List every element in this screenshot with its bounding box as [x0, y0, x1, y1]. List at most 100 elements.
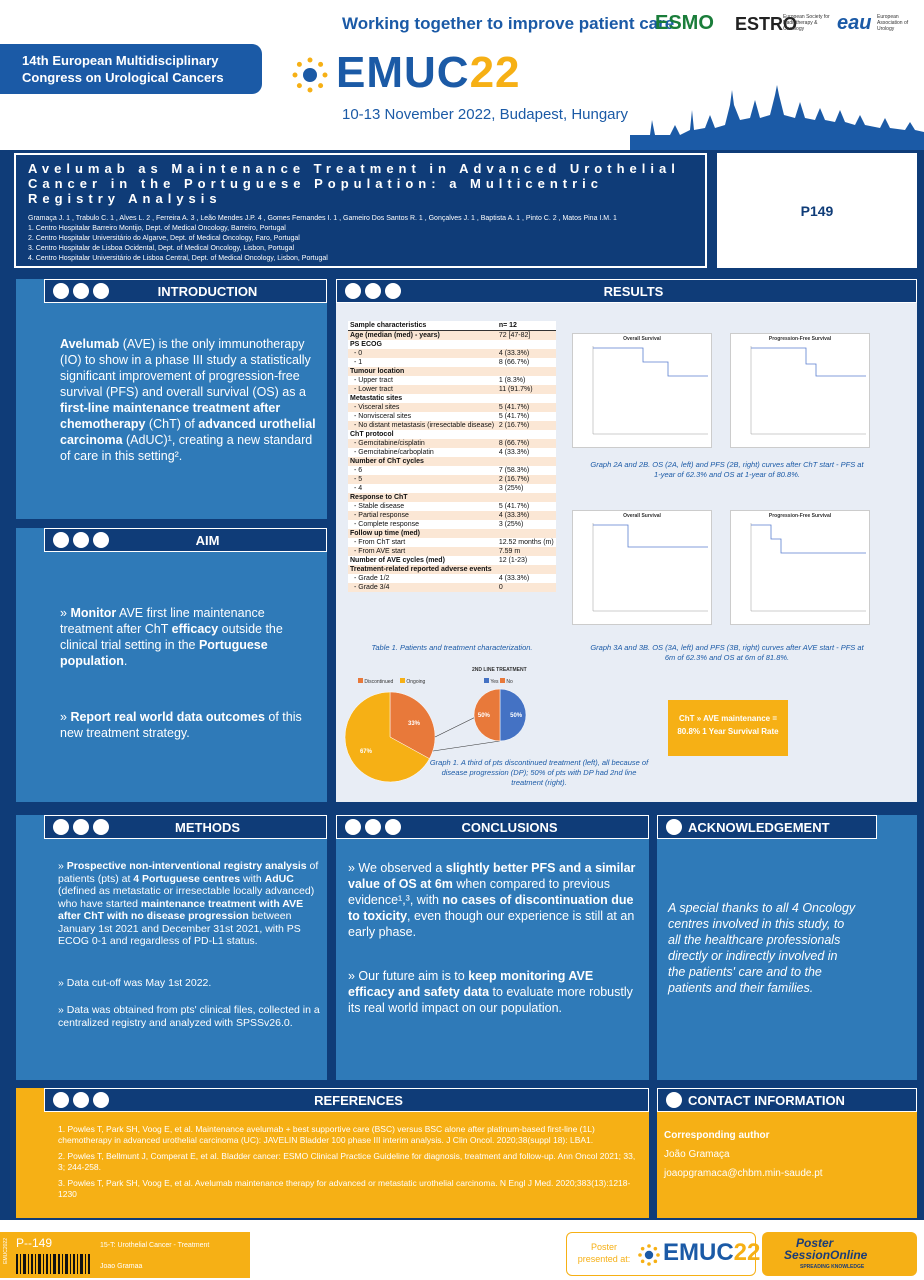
legend-discontinued: Discontinued [358, 678, 393, 685]
table-row: - 6 7 (58.3%) [348, 466, 556, 475]
table-row: - 1 8 (66.7%) [348, 358, 556, 367]
table-row: PS ECOG [348, 340, 556, 349]
aim-point-2: » Report real world data outcomes of thi… [60, 710, 302, 740]
dots-decoration [53, 1092, 109, 1108]
table-cell-label: - Complete response [354, 521, 419, 528]
table-row: - No distant metastasis (irresectable di… [348, 421, 556, 430]
table-cell-value: 4 (33.3%) [498, 575, 530, 582]
table-cell-label: PS ECOG [350, 341, 382, 348]
footer-emuc-logo: EMUC22 [663, 1239, 761, 1266]
section-title: CONTACT INFORMATION [688, 1092, 845, 1108]
secondline-pie-label-0: 50% [510, 713, 523, 719]
table-row: - From AVE start 7.59 m [348, 547, 556, 556]
author-block: Gramaça J. 1 , Trabulo C. 1 , Alves L. 2… [28, 214, 693, 264]
table-row: - From ChT start 12.52 months (m) [348, 538, 556, 547]
table-cell-label: - Partial response [348, 511, 497, 520]
affiliation-4: 4. Centro Hospitalar Universitário de Li… [28, 255, 328, 262]
table-cell-label: - Grade 1/2 [354, 575, 390, 582]
aim-point-1: » Monitor AVE first line maintenance tre… [60, 606, 283, 668]
section-title: AIM [195, 532, 220, 548]
table-row: - Visceral sites 5 (41.7%) [348, 403, 556, 412]
table-cell-label: - From AVE start [348, 547, 497, 556]
legend-no: No [500, 678, 513, 685]
status-pie-slice-0 [389, 691, 436, 760]
estro-subtitle: European Society for Radiotherapy & Onco… [783, 14, 830, 32]
table-cell-value [496, 493, 556, 502]
table-caption: Table 1. Patients and treatment characte… [371, 643, 533, 652]
secondline-pie-slice-0 [499, 688, 527, 742]
pfs-graph-2b: Progression-Free Survival [730, 333, 870, 448]
emuc-logo: EMUC22 [290, 48, 521, 98]
section-title: ACKNOWLEDGEMENT [688, 819, 830, 835]
table-row: Response to ChT [348, 493, 556, 502]
table-row: - Lower tract 11 (91.7%) [348, 385, 556, 394]
footer-poster-number: P--149 [16, 1236, 53, 1250]
table-cell-label: Metastatic sites [350, 395, 403, 402]
table-row: - Gemcitabine/carboplatin 4 (33.3%) [348, 448, 556, 457]
table-row: Treatment-related reported adverse event… [348, 565, 556, 574]
footer: EMUC2022 P--149 15-T: Urothelial Cancer … [0, 1228, 924, 1280]
table-row: - Nonvisceral sites 5 (41.7%) [348, 412, 556, 421]
table-cell-value: 1 (8.3%) [498, 377, 526, 384]
pie-connector [432, 740, 501, 752]
table-cell-value [497, 394, 556, 403]
dots-decoration [345, 819, 401, 835]
poster-id: P149 [800, 203, 834, 219]
poster-title: Avelumab as Maintenance Treatment in Adv… [28, 161, 680, 206]
results-header: RESULTS [336, 279, 917, 303]
table-cell-label: - 1 [354, 359, 363, 366]
dots-decoration [53, 532, 109, 548]
section-title: INTRODUCTION [157, 283, 258, 299]
table-cell-label: - Stable disease [354, 503, 405, 510]
table-row: Number of AVE cycles (med) 12 (1-23) [348, 556, 556, 565]
table-cell-label: Follow up time (med) [348, 529, 497, 538]
congress-dates: 10-13 November 2022, Budapest, Hungary [342, 106, 629, 123]
congress-line-2: Congress on Urological Cancers [22, 70, 224, 85]
reference-3: 3. Powles T, Park SH, Voog E, et al. Ave… [58, 1178, 631, 1199]
dots-decoration [53, 819, 109, 835]
eau-subtitle: European Association of Urology [877, 14, 909, 32]
secondline-pie-slice-1 [473, 688, 501, 742]
table-cell-value: 11 (91.7%) [496, 385, 556, 394]
affiliation-1: 1. Centro Hospitalar Barreiro Montijo, D… [28, 225, 286, 232]
acknowledgement-header: ACKNOWLEDGEMENT [657, 815, 877, 839]
table-row: - Grade 1/2 4 (33.3%) [348, 574, 556, 583]
table-cell-value: 8 (66.7%) [498, 359, 530, 366]
pie-legend-left: Discontinued Ongoing 2ND LINE TREATMENT … [348, 663, 548, 685]
graph-2-caption: Graph 2A and 2B. OS (2A, left) and PFS (… [590, 460, 864, 479]
congress-banner: 14th European Multidisciplinary Congress… [0, 44, 262, 94]
acknowledgement-text: A special thanks to all 4 Oncology centr… [668, 901, 856, 995]
os-curve-2a [592, 346, 708, 435]
conclusions-header: CONCLUSIONS [336, 815, 649, 839]
conclusions-panel [336, 815, 649, 1080]
pso-line-1: Poster [796, 1236, 834, 1250]
logo-text: EMUC [336, 48, 470, 97]
affiliation-2: 2. Centro Hospitalar Universitário do Al… [28, 235, 300, 242]
table-cell-label: - 0 [348, 349, 497, 358]
table-cell-value [497, 340, 556, 349]
congress-line-1: 14th European Multidisciplinary [22, 53, 219, 68]
table-header-1: Sample characteristics [348, 321, 497, 331]
methods-header: METHODS [44, 815, 327, 839]
pso-subtitle: SPREADING KNOWLEDGE [800, 1264, 865, 1270]
status-pie-slice-1 [344, 691, 430, 783]
table-cell-label: - Grade 3/4 [348, 583, 497, 592]
pso-line-2: SessionOnline [784, 1248, 868, 1262]
table-row: - Gemcitabine/cisplatin 8 (66.7%) [348, 439, 556, 448]
table-cell-label: - Upper tract [354, 377, 393, 384]
legend-yes: Yes [484, 678, 498, 685]
header-tagline: Working together to improve patient care [342, 14, 675, 33]
table-cell-label: Age (median (med) - years) [348, 330, 497, 340]
graph-title: Overall Survival [623, 513, 661, 519]
table-cell-value: 72 [47-82] [496, 330, 556, 340]
secondline-pie-label-1: 50% [478, 713, 491, 719]
table-cell-label: - 4 [354, 485, 363, 492]
table-row: Number of ChT cycles [348, 457, 556, 466]
table-cell-label: - 5 [348, 475, 497, 484]
contact-email[interactable]: joaopgramaca@chbm.min-saude.pt [664, 1168, 823, 1179]
aim-panel [16, 528, 327, 802]
table-cell-value: 5 (41.7%) [498, 413, 530, 420]
table-cell-value: 12 (1-23) [498, 557, 528, 564]
footer-author: Joao Gramaa [100, 1263, 143, 1270]
logo-year: 22 [469, 48, 521, 97]
